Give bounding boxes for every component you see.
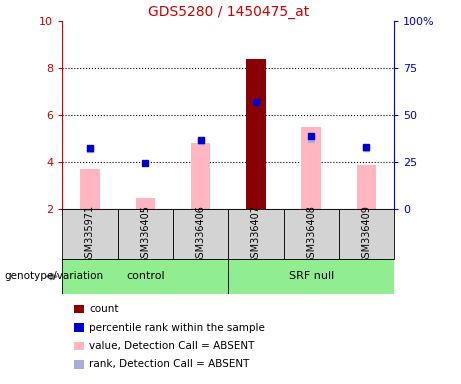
Bar (284, 209, 339, 259)
Bar (246, 59, 266, 209)
Text: value, Detection Call = ABSENT: value, Detection Call = ABSENT (89, 341, 255, 351)
Bar (62, 209, 118, 259)
Text: control: control (126, 271, 165, 281)
Bar (118, 209, 173, 259)
Text: GSM335971: GSM335971 (85, 205, 95, 264)
Bar (246, 59, 266, 209)
Bar (357, 165, 376, 209)
Text: rank, Detection Call = ABSENT: rank, Detection Call = ABSENT (89, 359, 250, 369)
Text: GSM336407: GSM336407 (251, 205, 261, 264)
Bar (136, 197, 155, 209)
Bar (191, 144, 210, 209)
Bar (228, 259, 394, 294)
Text: GSM336405: GSM336405 (140, 205, 150, 264)
Bar (80, 169, 100, 209)
Text: percentile rank within the sample: percentile rank within the sample (89, 323, 266, 333)
Bar (301, 127, 321, 209)
Text: SRF null: SRF null (289, 271, 334, 281)
Text: genotype/variation: genotype/variation (5, 271, 104, 281)
Bar (228, 209, 284, 259)
Text: GSM336408: GSM336408 (306, 205, 316, 264)
Bar (339, 209, 394, 259)
Text: GSM336409: GSM336409 (361, 205, 372, 264)
Bar (62, 259, 228, 294)
Bar (173, 209, 228, 259)
Title: GDS5280 / 1450475_at: GDS5280 / 1450475_at (148, 5, 309, 19)
Text: count: count (89, 304, 119, 314)
Text: GSM336406: GSM336406 (195, 205, 206, 264)
